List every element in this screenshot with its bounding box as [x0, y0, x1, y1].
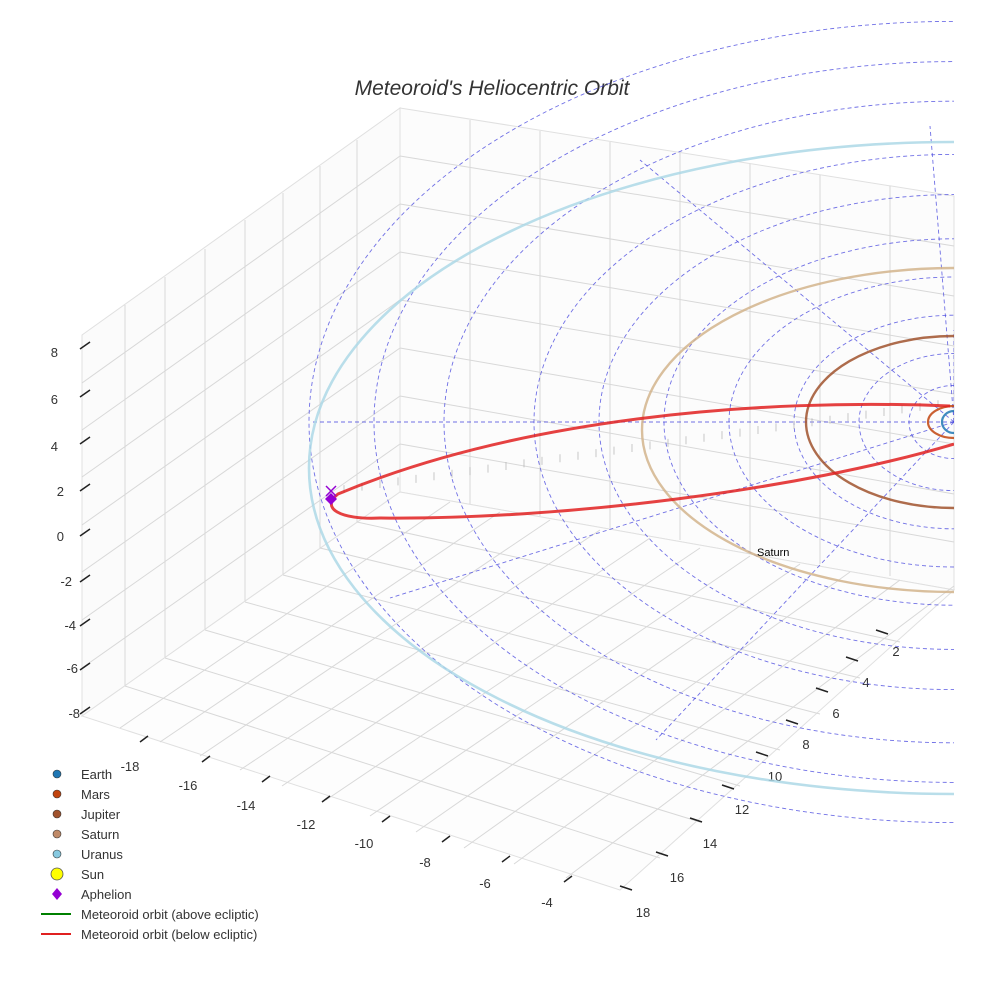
y-tick-label: 12 — [735, 802, 749, 817]
y-tick-label: 16 — [670, 870, 684, 885]
orbit-uranus — [307, 140, 954, 796]
legend-item: Saturn — [52, 827, 119, 842]
x-tick-label: -12 — [297, 817, 316, 832]
x-tick-label: -14 — [237, 798, 256, 813]
z-tick-label: 8 — [51, 345, 58, 360]
x-tick-label: -6 — [479, 876, 491, 891]
legend-marker — [52, 829, 62, 839]
side-wall-grid — [399, 107, 955, 591]
x-tick-label: -8 — [419, 855, 431, 870]
z-tick-label: -2 — [60, 574, 72, 589]
z-tick-label: -8 — [68, 706, 80, 721]
z-tick-label: -4 — [64, 618, 76, 633]
chart-title: Meteoroid's Heliocentric Orbit — [355, 77, 631, 100]
legend-label: Saturn — [81, 827, 119, 842]
legend-item: Uranus — [52, 847, 123, 862]
x-tick-label: -10 — [355, 836, 374, 851]
x-tick-label: -18 — [121, 759, 140, 774]
legend-marker — [52, 789, 62, 799]
legend-label: Earth — [81, 767, 112, 782]
legend-label: Jupiter — [81, 807, 121, 822]
floor-grid — [80, 491, 956, 891]
z-tick-label: 2 — [57, 484, 64, 499]
legend-marker — [52, 769, 62, 779]
x-tick-label: -4 — [541, 895, 553, 910]
legend-item: Mars — [52, 787, 110, 802]
y-tick-label: 2 — [892, 644, 899, 659]
legend-marker — [52, 809, 62, 819]
y-tick-label: 6 — [832, 706, 839, 721]
legend-label: Uranus — [81, 847, 123, 862]
orbit-jupiter — [804, 334, 954, 510]
legend-item: Earth — [52, 767, 112, 782]
orbit-mars — [926, 404, 954, 440]
x-axis: -18 -16 -14 -12 -10 -8 -6 -4 — [121, 735, 573, 910]
z-tick-label: 0 — [57, 529, 64, 544]
legend-item: Jupiter — [52, 807, 121, 822]
legend-label: Meteoroid orbit (above ecliptic) — [81, 907, 259, 922]
legend-label: Sun — [81, 867, 104, 882]
y-tick-label: 8 — [802, 737, 809, 752]
y-tick-label: 18 — [636, 905, 650, 920]
aphelion-marker — [325, 485, 337, 505]
legend-marker — [52, 849, 62, 859]
legend-marker — [50, 867, 64, 881]
z-tick-label: -6 — [66, 661, 78, 676]
planet-orbits — [307, 140, 954, 796]
ecliptic-spoke — [655, 421, 954, 741]
y-tick-label: 14 — [703, 836, 717, 851]
legend-label: Mars — [81, 787, 110, 802]
legend-label: Meteoroid orbit (below ecliptic) — [81, 927, 257, 942]
ecliptic-ring — [598, 194, 954, 650]
legend-item: Aphelion — [52, 887, 132, 902]
legend-item: Meteoroid orbit (above ecliptic) — [41, 907, 259, 922]
saturn-annotation: Saturn — [757, 547, 789, 559]
legend-marker — [52, 888, 62, 900]
y-tick-label: 4 — [862, 675, 869, 690]
legend-item: Meteoroid orbit (below ecliptic) — [41, 927, 257, 942]
back-wall-grid — [81, 107, 401, 717]
meteoroid-orbit-below-ecliptic — [330, 402, 954, 520]
z-tick-label: 6 — [51, 392, 58, 407]
z-axis: 8 6 4 2 0 -2 -4 -6 -8 — [51, 341, 91, 721]
aphelion-diamond — [325, 493, 337, 505]
x-tick-label: -16 — [179, 778, 198, 793]
orbit-earth — [940, 409, 954, 435]
ecliptic-spoke — [389, 421, 954, 599]
legend-item: Sun — [50, 867, 104, 882]
legend: Earth Mars Jupiter Saturn Uranus Sun Aphelion M… — [41, 767, 259, 942]
ecliptic-spoke — [929, 125, 954, 423]
orbit-saturn — [640, 266, 954, 594]
z-tick-label: 4 — [51, 439, 58, 454]
legend-label: Aphelion — [81, 887, 132, 902]
